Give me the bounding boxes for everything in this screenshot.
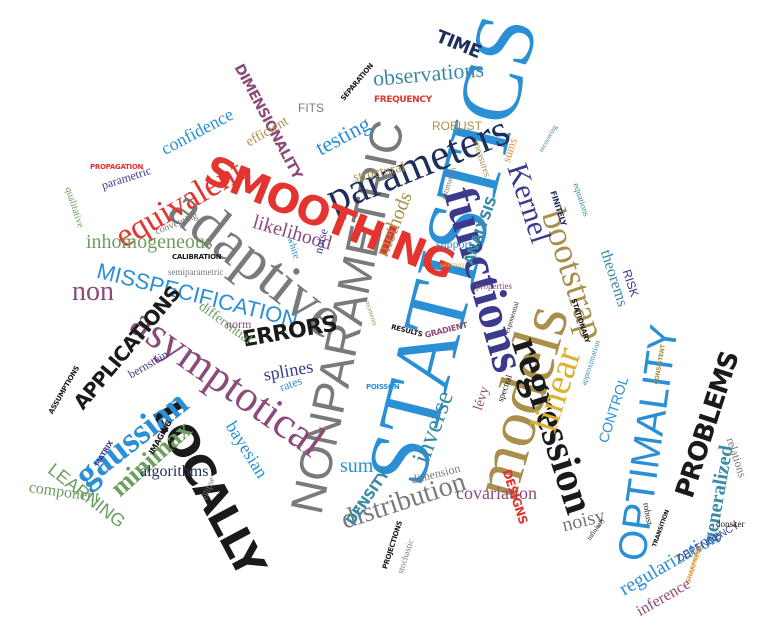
word-optimality: OPTIMALITY <box>610 322 687 564</box>
word-separation: SEPARATION <box>339 61 376 103</box>
word-norm: norm <box>226 317 252 331</box>
word-propagation: PROPAGATION <box>90 163 144 171</box>
word-donsker: donsker <box>716 519 745 529</box>
word-properties: properties <box>476 281 512 291</box>
word-semiparametric: semiparametric <box>168 267 224 277</box>
word-frequency: FREQUENCY <box>374 95 432 105</box>
word-fits: FITS <box>298 101 324 115</box>
word-robust: ROBUST <box>432 119 483 133</box>
word-covariation: covariation <box>456 483 537 503</box>
word-selectors: selectors <box>440 261 465 269</box>
word-non: non <box>72 276 114 307</box>
word-control: CONTROL <box>595 374 632 445</box>
word-calibration: CALIBRATION <box>172 253 222 261</box>
word-problems: PROBLEMS <box>670 348 746 502</box>
word-poisson: POISSON <box>366 383 400 391</box>
word-algorithms: algorithms <box>140 463 209 480</box>
word-support: support <box>436 237 472 251</box>
word-qualitative: qualitative <box>62 185 86 230</box>
word-confidence: confidence <box>157 104 237 159</box>
word-stochastic: stochastic <box>395 537 416 575</box>
word-sum: sum <box>340 455 374 477</box>
word-recovering: recovering <box>537 123 560 154</box>
word-inhomogeneous: inhomogeneous <box>86 231 213 253</box>
